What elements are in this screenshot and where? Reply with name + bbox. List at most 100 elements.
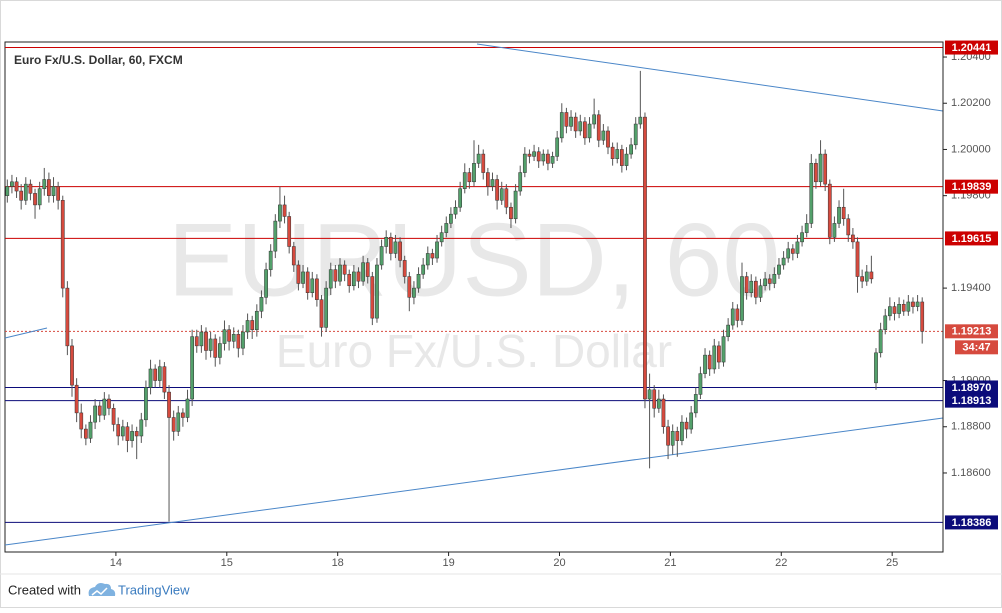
candle-body [291,246,296,266]
candle-body [749,280,754,293]
candle-body [148,368,153,388]
candle-body [818,153,823,183]
candle-body [10,181,14,187]
candles [5,70,925,522]
footer-brand[interactable]: TradingView [118,582,190,597]
candle-body [153,368,158,381]
candle-body [268,250,273,270]
candle-body [592,114,597,125]
candle-body [550,156,555,164]
x-tick-label: 22 [775,557,787,569]
countdown-tag [955,340,998,355]
candle-body [522,153,527,173]
price-level-tag [945,380,998,395]
candle-body [79,412,84,430]
price-level-tag [945,179,998,194]
candle-body [472,163,476,183]
candle-body [809,163,814,224]
candle-body [846,218,851,236]
candle-body [670,431,675,446]
candle-body [841,206,846,220]
candle-body [606,130,610,148]
candle-body [259,297,264,312]
candle-body [536,151,541,162]
candle-body [652,389,657,409]
price-level-label: 1.20441 [952,42,992,54]
candle-body [310,278,315,293]
candle-body [513,190,518,220]
candle-body [42,179,47,189]
candle-body [421,264,426,275]
candle-body [204,331,208,351]
candle-body [97,405,102,416]
candle-body [559,112,564,139]
candle-body [407,276,412,298]
price-level-label: 1.19213 [952,326,992,338]
trend-line [4,327,48,339]
candle-body [435,241,439,259]
candle-body [767,278,772,284]
y-tick-label: 1.20000 [951,143,991,155]
candle-body [462,172,467,189]
candle-body [254,310,259,330]
candle-body [786,248,791,259]
candle-body [541,153,546,162]
candle-body [356,271,361,282]
candle-body [287,216,292,247]
candle-body [906,301,911,312]
candle-body [693,394,698,414]
brand-logo [88,583,116,596]
candle-body [707,354,712,370]
candle-body [273,220,278,252]
candle-body [619,149,624,166]
candle-body [222,329,227,344]
candle-body [911,301,915,307]
candle-body [795,241,800,254]
candle-body [883,315,888,330]
candle-body [753,280,758,298]
candle-body [107,398,111,409]
candle-body [264,269,268,298]
candle-body [666,426,670,446]
candle-body [33,193,37,206]
price-level-label: 1.19839 [952,181,992,193]
candle-body [698,373,703,395]
candle-body [758,285,763,298]
candle-body [449,213,453,224]
candle-body [319,299,324,328]
candle-body [144,387,148,421]
candle-body [823,153,828,185]
candle-body [402,260,407,277]
candle-body [864,271,869,282]
candle-body [499,188,504,201]
candle-body [730,308,735,326]
candle-body [227,329,231,342]
price-level-label: 1.19615 [952,233,992,245]
candle-body [633,123,638,146]
candle-body [328,269,333,289]
candle-body [439,232,444,243]
candle-body [684,421,689,430]
candle-body [65,287,70,347]
candle-body [296,264,301,284]
candle-body [111,408,116,425]
candle-body [892,306,897,314]
title-bg [8,52,194,68]
candle-body [190,336,195,400]
candle-body [578,121,583,132]
candle-body [282,204,287,217]
candle-body [735,308,740,321]
chart-title: Euro Fx/U.S. Dollar, 60, FXCM [14,53,183,67]
candle-body [485,172,490,187]
candle-body [333,269,338,282]
trend-line [4,417,944,546]
candle-body [236,334,241,349]
candle-body [726,324,731,337]
candle-body [712,345,717,370]
candle-body [315,278,319,300]
candle-body [790,248,795,254]
candle-body [301,271,305,284]
x-tick-label: 20 [553,557,565,569]
